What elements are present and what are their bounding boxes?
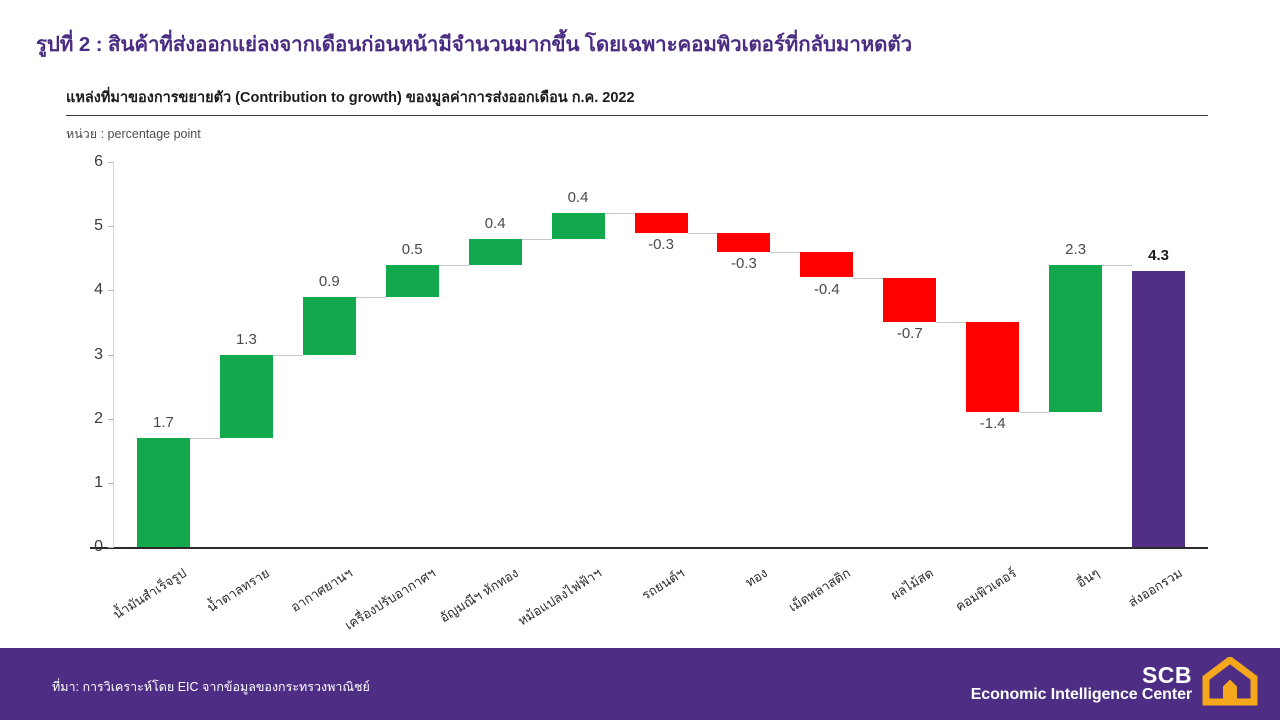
- logo-text-block: SCB Economic Intelligence Center: [970, 661, 1192, 704]
- waterfall-connector: [604, 213, 635, 215]
- waterfall-connector: [438, 264, 469, 266]
- y-axis-tick-label: 0: [94, 538, 103, 555]
- bar-positive[interactable]: [551, 213, 605, 239]
- bar-positive[interactable]: [219, 354, 273, 438]
- bar-total[interactable]: [1132, 271, 1186, 547]
- bar-negative[interactable]: [634, 213, 688, 233]
- y-axis-tick-label: 1: [94, 473, 103, 491]
- page-title: รูปที่ 2 : สินค้าที่ส่งออกแย่ลงจากเดือนก…: [36, 33, 912, 56]
- bar-value-label: 1.3: [235, 330, 257, 348]
- waterfall-connector: [355, 296, 386, 298]
- bar-negative[interactable]: [800, 251, 854, 278]
- bar-value-label: -0.7: [896, 325, 923, 343]
- chart-subtitle: แหล่งที่มาของการขยายตัว (Contribution to…: [66, 90, 635, 106]
- bar-positive[interactable]: [1049, 264, 1103, 413]
- subtitle-divider: [66, 115, 1208, 116]
- waterfall-connector: [189, 437, 220, 439]
- logo-scb-text: SCB: [1141, 661, 1192, 688]
- y-axis-tick-mark: [108, 418, 114, 420]
- y-axis-tick-mark: [108, 482, 114, 484]
- waterfall-connector: [936, 322, 967, 324]
- y-axis-tick-label: 6: [94, 153, 103, 170]
- bar-value-label: 0.4: [567, 189, 589, 207]
- bar-value-label: 0.5: [401, 240, 423, 258]
- unit-label: หน่วย : percentage point: [66, 127, 201, 141]
- source-note: ที่มา: การวิเคราะห์โดย EIC จากข้อมูลของก…: [52, 680, 370, 694]
- scb-shield-icon: [1202, 657, 1258, 706]
- bar-value-label: -0.3: [730, 254, 757, 272]
- waterfall-connector: [770, 251, 801, 253]
- y-axis-tick-mark: [108, 354, 114, 356]
- bar-value-label: 4.3: [1148, 247, 1169, 265]
- bar-negative[interactable]: [883, 277, 937, 323]
- bar-positive[interactable]: [136, 437, 190, 547]
- bar-value-label: 0.9: [318, 272, 340, 290]
- y-axis-line: [113, 162, 114, 547]
- y-axis-tick-mark: [108, 226, 114, 228]
- scb-eic-logo: SCB Economic Intelligence Center: [971, 657, 1258, 709]
- waterfall-connector: [853, 277, 884, 279]
- y-axis-tick-mark: [108, 290, 114, 292]
- y-axis-tick-label: 4: [94, 281, 103, 299]
- waterfall-connector: [1102, 264, 1133, 266]
- y-axis-tick-label: 5: [94, 217, 103, 235]
- y-axis-tick-label: 3: [94, 345, 103, 363]
- bar-positive[interactable]: [468, 239, 522, 265]
- y-axis-tick-label: 2: [94, 409, 103, 427]
- waterfall-connector: [272, 354, 303, 356]
- waterfall-connector: [521, 239, 552, 240]
- y-axis-tick-mark: [108, 162, 114, 163]
- footer-bar: ที่มา: การวิเคราะห์โดย EIC จากข้อมูลของก…: [0, 648, 1280, 720]
- logo-eic-text: Economic Intelligence Center: [970, 685, 1192, 703]
- waterfall-connector: [687, 232, 718, 234]
- waterfall-connector: [1019, 412, 1050, 414]
- bar-value-label: 0.4: [484, 215, 506, 232]
- bar-value-label: -0.4: [813, 280, 840, 298]
- bar-value-label: -0.3: [648, 235, 674, 253]
- bar-value-label: -1.4: [979, 415, 1006, 433]
- y-axis-tick-mark: [108, 547, 114, 548]
- bar-positive[interactable]: [385, 264, 439, 297]
- x-axis-line: [90, 547, 1208, 549]
- bar-value-label: 2.3: [1065, 240, 1087, 258]
- bar-positive[interactable]: [302, 296, 356, 355]
- bar-negative[interactable]: [966, 322, 1020, 413]
- bar-negative[interactable]: [717, 232, 771, 252]
- bar-value-label: 1.7: [153, 413, 174, 431]
